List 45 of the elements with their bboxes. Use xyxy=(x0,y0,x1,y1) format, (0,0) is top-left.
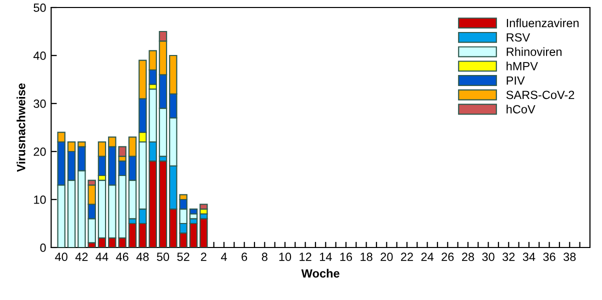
bar xyxy=(158,160,168,248)
x-tick-label: 24 xyxy=(421,252,434,261)
legend-label: hMPV xyxy=(506,62,538,70)
x-tick-label: 6 xyxy=(242,252,248,262)
x-tick-label: 34 xyxy=(522,252,536,262)
x-tick-label: 12 xyxy=(300,252,312,261)
x-tick-label: 8 xyxy=(262,252,268,262)
legend-label: Influenzaviren xyxy=(506,18,579,28)
legend-label: Rhinoviren xyxy=(506,47,562,56)
y-tick-label: 40 xyxy=(33,52,46,60)
legend-label: SARS-CoV-2 xyxy=(506,90,574,100)
bar xyxy=(200,218,208,248)
legend-label: hCoV xyxy=(506,104,536,114)
y-axis-title: Virusnachweise xyxy=(16,83,26,172)
x-tick-label: 16 xyxy=(340,252,352,262)
x-tick-label: 44 xyxy=(96,252,108,261)
x-tick-label: 22 xyxy=(401,252,413,261)
x-tick-label: 10 xyxy=(279,252,292,262)
y-tick-label: 0 xyxy=(40,244,46,252)
x-tick-label: 46 xyxy=(116,252,128,262)
x-tick-label: 40 xyxy=(55,252,68,262)
x-tick-label: 38 xyxy=(564,252,576,262)
x-tick-label: 20 xyxy=(380,252,393,262)
x-axis-title: Woche xyxy=(301,268,340,278)
x-tick-label: 50 xyxy=(156,252,170,262)
legend-label: PIV xyxy=(506,76,525,85)
x-tick-label: 48 xyxy=(136,252,149,262)
x-tick-label: 18 xyxy=(360,252,372,262)
x-tick-label: 32 xyxy=(502,252,515,262)
x-tick-label: 26 xyxy=(442,252,454,262)
bar xyxy=(189,222,198,248)
x-tick-label: 28 xyxy=(462,252,474,262)
x-tick-label: 52 xyxy=(177,252,190,262)
x-tick-label: 36 xyxy=(543,252,556,262)
legend-label: RSV xyxy=(506,33,530,42)
y-tick-label: 30 xyxy=(34,100,46,108)
bar xyxy=(128,222,137,248)
x-tick-label: 14 xyxy=(320,252,332,261)
y-tick-label: 10 xyxy=(34,196,46,204)
x-tick-label: 4 xyxy=(220,252,227,261)
x-tick-label: 2 xyxy=(200,252,206,261)
x-tick-label: 30 xyxy=(482,252,494,262)
y-tick-label: 20 xyxy=(34,148,46,156)
y-tick-label: 50 xyxy=(34,4,46,12)
x-tick-label: 42 xyxy=(75,252,88,261)
